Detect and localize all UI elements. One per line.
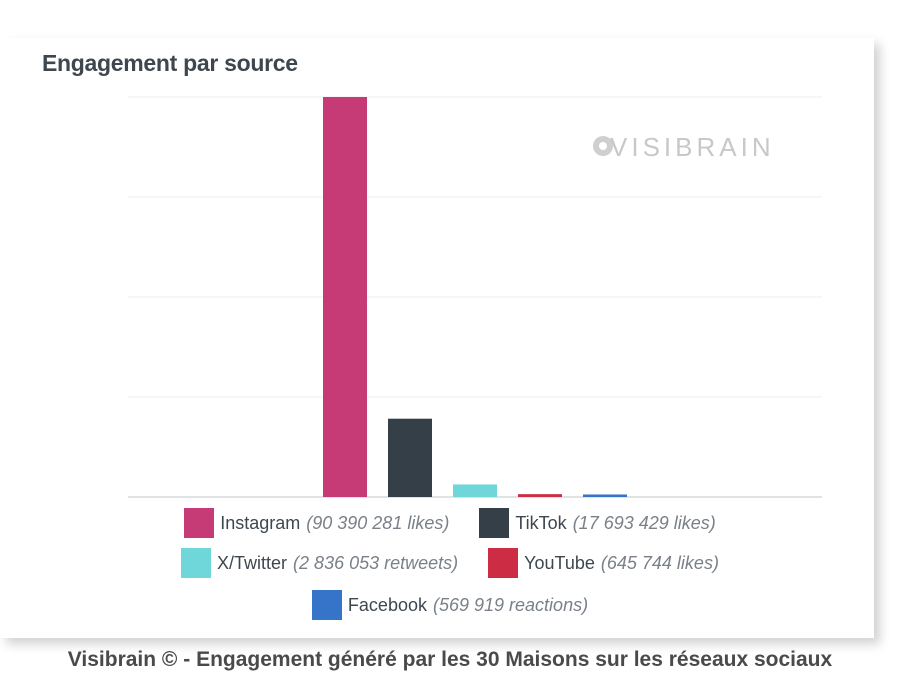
legend-swatch — [488, 548, 519, 578]
bar-facebook[interactable] — [583, 494, 627, 497]
legend-item-facebook[interactable]: Facebook (569 919 reactions) — [311, 590, 588, 620]
legend-item-twitter[interactable]: X/Twitter (2 836 053 retweets) — [181, 548, 458, 578]
legend-item-instagram[interactable]: Instagram (90 390 281 likes) — [184, 508, 449, 538]
bar-instagram[interactable] — [323, 97, 367, 497]
legend-item-youtube[interactable]: YouTube (645 744 likes) — [488, 548, 719, 578]
caption: Visibrain © - Engagement généré par les … — [67, 648, 833, 671]
watermark-text: VISIBRAIN — [610, 132, 775, 162]
bar-xtwitter[interactable] — [453, 484, 497, 497]
legend-swatch — [479, 508, 510, 538]
legend-item-tiktok[interactable]: TikTok (17 693 429 likes) — [479, 508, 716, 538]
legend-swatch — [181, 548, 212, 578]
chart-title: Engagement par source — [42, 50, 298, 76]
watermark: VISIBRAIN — [593, 132, 775, 162]
bar-youtube[interactable] — [518, 494, 562, 497]
legend-swatch — [311, 590, 342, 620]
legend-swatch — [184, 508, 215, 538]
bar-tiktok[interactable] — [388, 418, 432, 497]
chart-card — [0, 38, 874, 638]
